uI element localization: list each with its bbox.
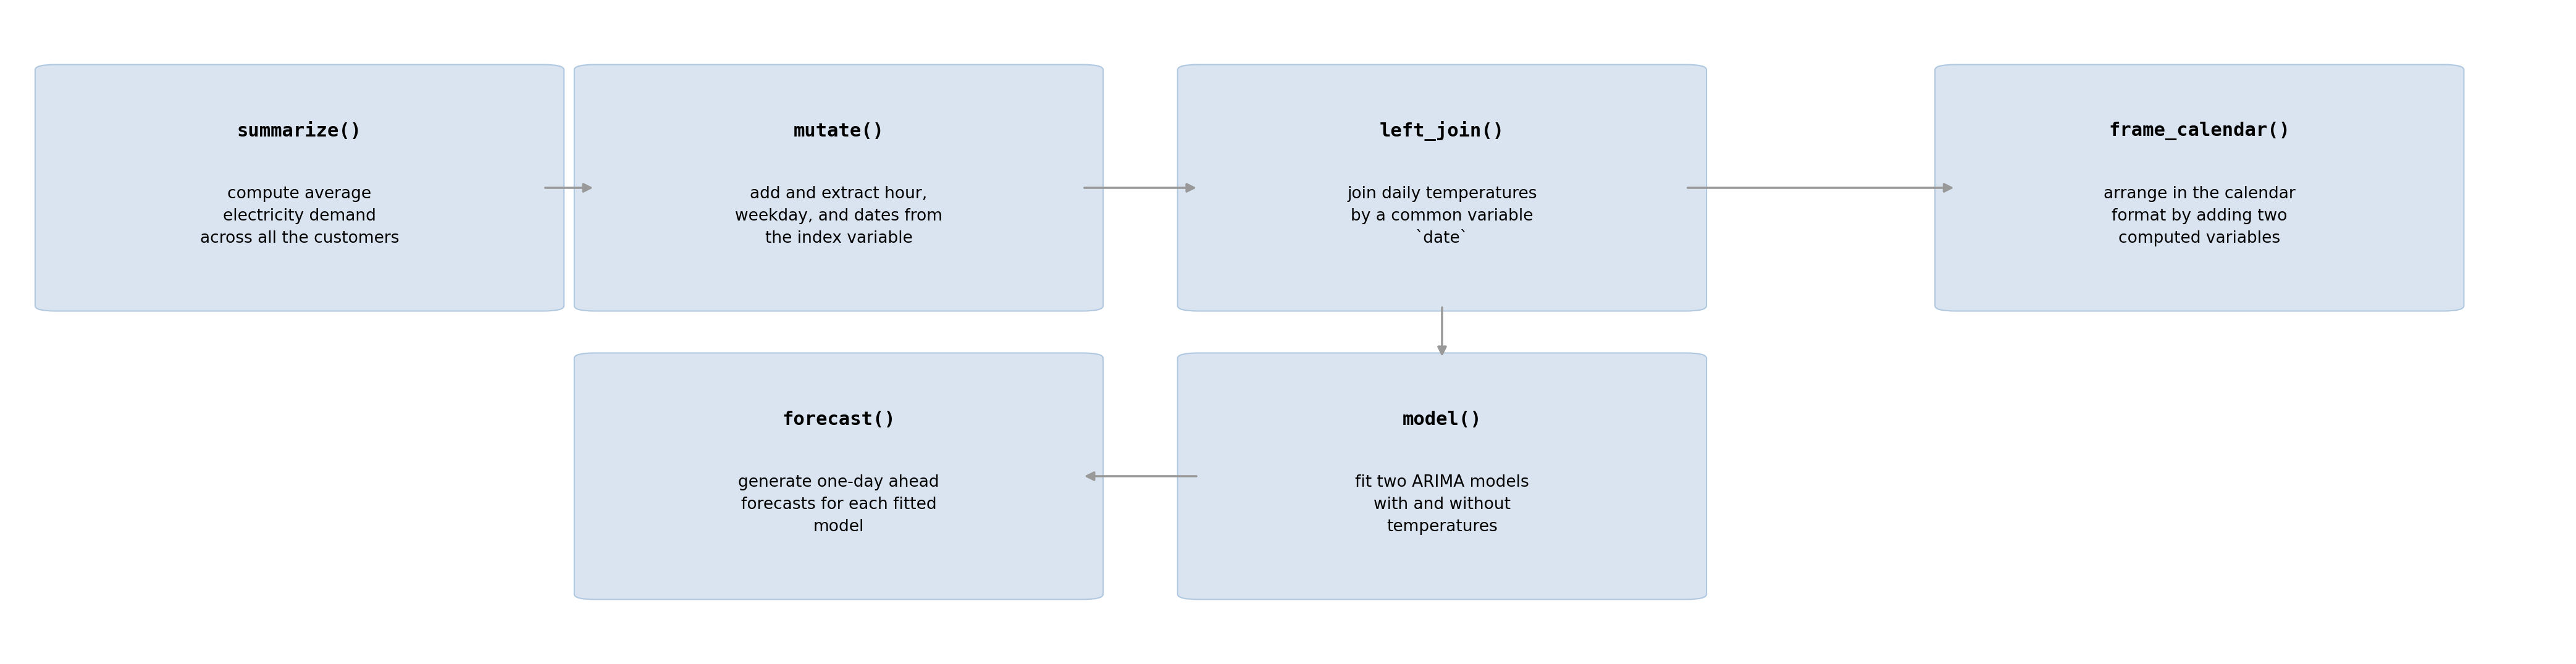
Text: left_join(): left_join() xyxy=(1381,122,1504,141)
Text: forecast(): forecast() xyxy=(783,410,896,428)
FancyBboxPatch shape xyxy=(1177,64,1705,311)
Text: frame_calendar(): frame_calendar() xyxy=(2110,122,2290,141)
Text: join daily temperatures
by a common variable
`date`: join daily temperatures by a common vari… xyxy=(1347,186,1538,246)
Text: add and extract hour,
weekday, and dates from
the index variable: add and extract hour, weekday, and dates… xyxy=(734,186,943,246)
FancyBboxPatch shape xyxy=(36,64,564,311)
FancyBboxPatch shape xyxy=(574,353,1103,600)
FancyBboxPatch shape xyxy=(1935,64,2463,311)
FancyBboxPatch shape xyxy=(1177,353,1705,600)
FancyBboxPatch shape xyxy=(574,64,1103,311)
Text: arrange in the calendar
format by adding two
computed variables: arrange in the calendar format by adding… xyxy=(2105,186,2295,246)
Text: mutate(): mutate() xyxy=(793,122,884,140)
Text: summarize(): summarize() xyxy=(237,122,363,140)
Text: generate one-day ahead
forecasts for each fitted
model: generate one-day ahead forecasts for eac… xyxy=(739,474,940,535)
Text: fit two ARIMA models
with and without
temperatures: fit two ARIMA models with and without te… xyxy=(1355,474,1530,535)
Text: compute average
electricity demand
across all the customers: compute average electricity demand acros… xyxy=(201,186,399,246)
Text: model(): model() xyxy=(1401,410,1481,428)
